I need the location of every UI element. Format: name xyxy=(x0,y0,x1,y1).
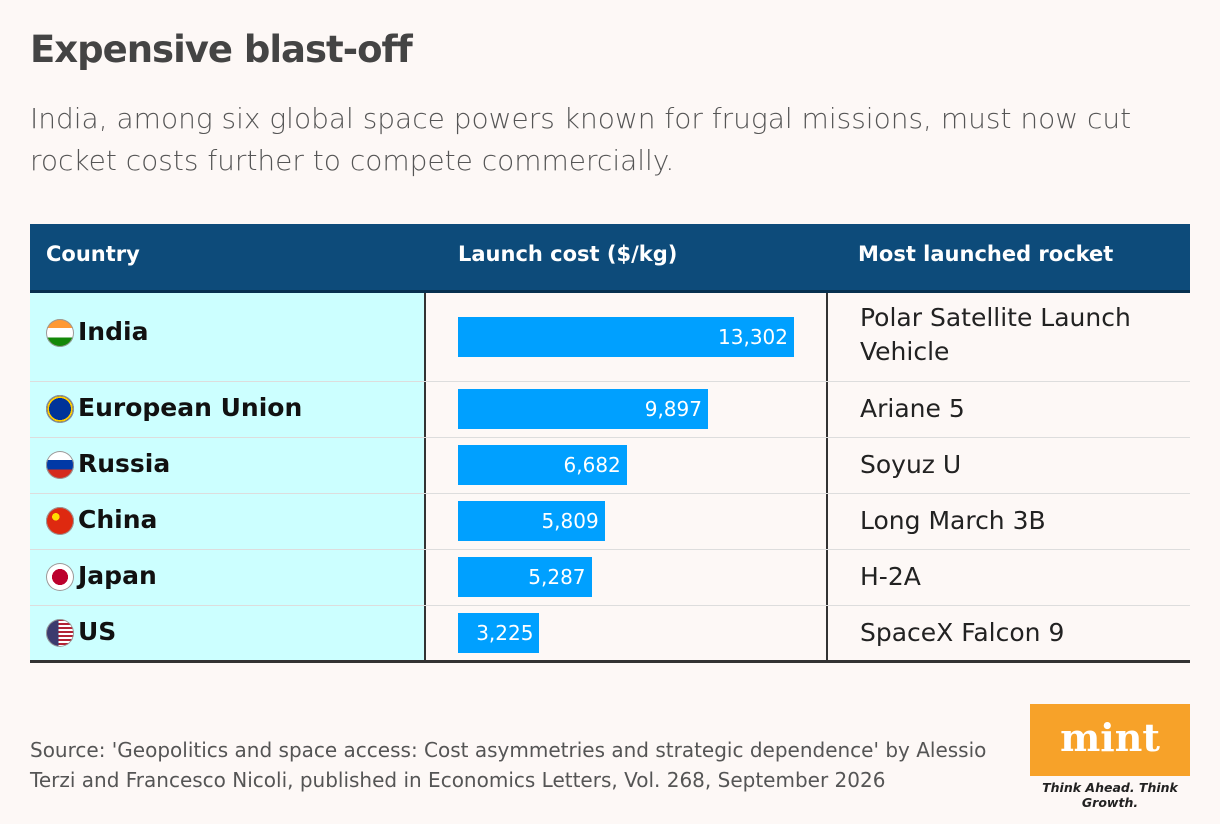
flag xyxy=(46,507,74,535)
flag xyxy=(46,451,74,479)
divider xyxy=(424,293,426,660)
rocket: SpaceX Falcon 9 xyxy=(860,618,1065,647)
row-separator xyxy=(30,549,1190,550)
column-header: Launch cost ($/kg) xyxy=(458,242,678,266)
bar: 5,809 xyxy=(458,501,605,541)
value-label: 9,897 xyxy=(644,397,702,421)
bar: 3,225 xyxy=(458,613,540,653)
table: Country Launch cost ($/kg) Most launched… xyxy=(30,224,1190,663)
rocket: Ariane 5 xyxy=(860,394,965,423)
value-label: 5,287 xyxy=(528,565,586,589)
flag xyxy=(46,563,74,591)
flag xyxy=(46,319,74,347)
value-label: 6,682 xyxy=(563,453,621,477)
row-separator xyxy=(30,437,1190,438)
row-separator xyxy=(30,493,1190,494)
bottom-rule xyxy=(30,660,1190,663)
value-label: 13,302 xyxy=(718,325,788,349)
subtitle: India, among six global space powers kno… xyxy=(30,102,1132,177)
column-header: Most launched rocket xyxy=(858,242,1114,266)
flag xyxy=(46,395,74,423)
row-separator xyxy=(30,605,1190,606)
country: China xyxy=(78,505,158,534)
divider xyxy=(826,293,828,660)
header-bg xyxy=(30,224,1190,293)
country: European Union xyxy=(78,393,303,422)
bar: 5,287 xyxy=(458,557,592,597)
bar: 6,682 xyxy=(458,445,627,485)
bar: 9,897 xyxy=(458,389,708,429)
title: Expensive blast-off xyxy=(30,28,413,71)
country-column-bg xyxy=(30,293,424,660)
rocket: Long March 3B xyxy=(860,506,1046,535)
value-label: 3,225 xyxy=(476,621,534,645)
rocket: Polar Satellite Launch Vehicle xyxy=(860,303,1131,366)
value-label: 5,809 xyxy=(541,509,599,533)
bar: 13,302 xyxy=(458,317,794,357)
rocket: Soyuz U xyxy=(860,450,962,479)
country: Russia xyxy=(78,449,171,478)
row-separator xyxy=(30,381,1190,382)
country: Japan xyxy=(78,561,157,590)
source: Source: 'Geopolitics and space access: C… xyxy=(30,738,987,792)
country: India xyxy=(78,317,149,346)
country: US xyxy=(78,617,117,646)
tagline: Think Ahead. Think Growth. xyxy=(1042,780,1178,810)
rocket: H-2A xyxy=(860,562,921,591)
column-header: Country xyxy=(46,242,140,266)
logo: mint xyxy=(1030,704,1190,776)
flag xyxy=(46,619,74,647)
